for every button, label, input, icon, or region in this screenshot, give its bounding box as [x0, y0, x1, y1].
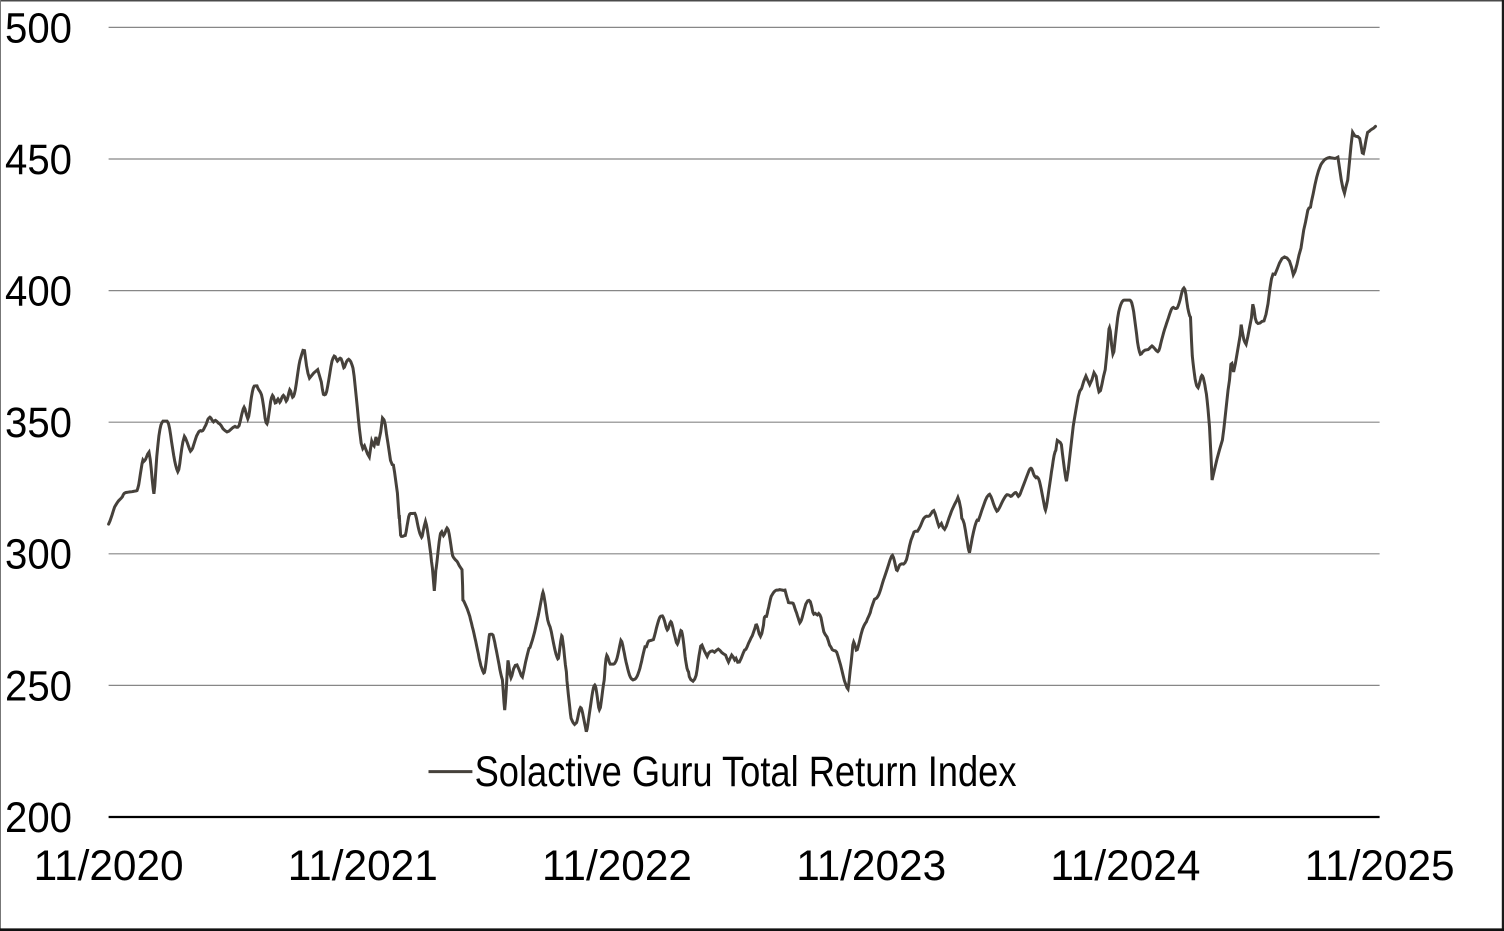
svg-text:11/2020: 11/2020: [34, 842, 184, 890]
svg-text:250: 250: [5, 662, 72, 710]
svg-text:450: 450: [5, 136, 72, 184]
svg-text:11/2024: 11/2024: [1050, 842, 1200, 890]
svg-text:400: 400: [5, 268, 72, 316]
svg-text:11/2021: 11/2021: [288, 842, 438, 890]
svg-text:350: 350: [5, 399, 72, 447]
svg-text:200: 200: [5, 794, 72, 842]
svg-text:11/2023: 11/2023: [796, 842, 946, 890]
svg-text:300: 300: [5, 531, 72, 579]
svg-text:11/2022: 11/2022: [542, 842, 692, 890]
svg-text:Solactive Guru Total Return In: Solactive Guru Total Return Index: [475, 748, 1017, 796]
svg-text:500: 500: [5, 4, 72, 52]
svg-text:11/2025: 11/2025: [1305, 842, 1455, 890]
